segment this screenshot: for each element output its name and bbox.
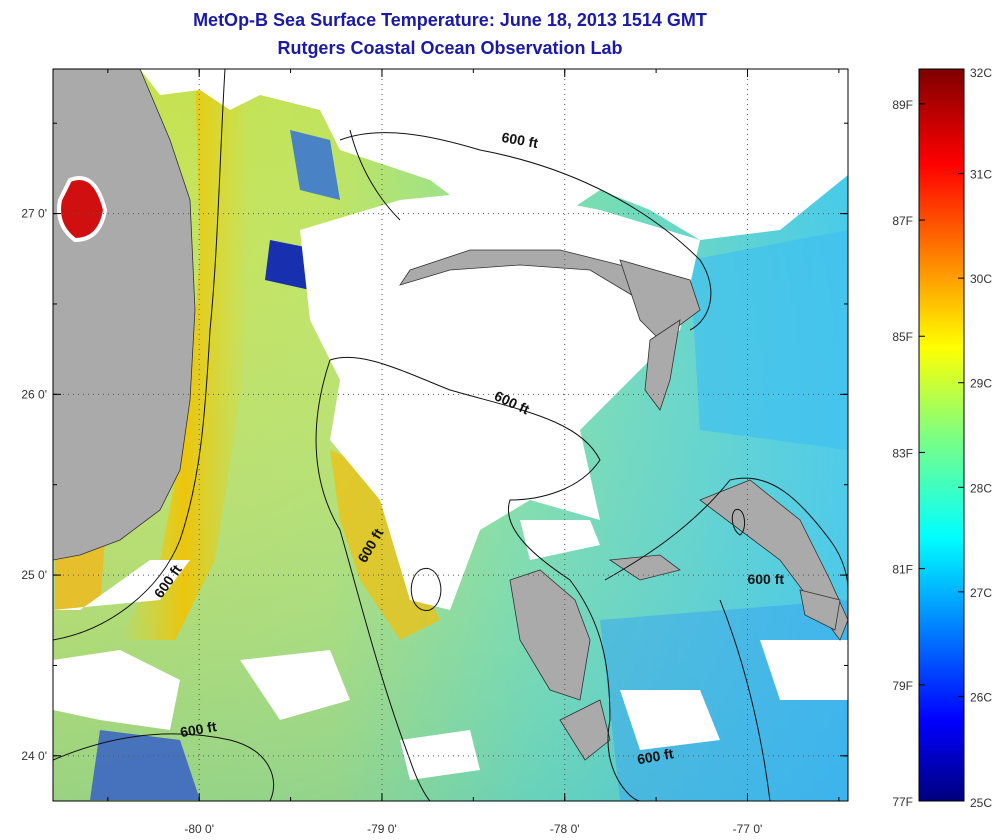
colorbar-fahrenheit-label: 79F bbox=[892, 679, 913, 693]
x-tick-label: -78 0' bbox=[550, 822, 580, 836]
x-tick-label: -80 0' bbox=[184, 822, 214, 836]
colorbar-celsius-label: 29C bbox=[970, 377, 992, 391]
colorbar-fahrenheit-label: 83F bbox=[892, 446, 913, 460]
celsius-labels: 32C 31C 30C 29C 28C 27C 26C 25C bbox=[958, 66, 992, 810]
colorbar-fahrenheit-label: 85F bbox=[892, 330, 913, 344]
colorbar-celsius-label: 28C bbox=[970, 481, 992, 495]
colorbar-fahrenheit-label: 77F bbox=[892, 795, 913, 809]
y-tick-label: 24 0' bbox=[21, 749, 47, 763]
contour-label: 600 ft bbox=[179, 718, 218, 740]
cloud-cover-north bbox=[140, 69, 848, 240]
colorbar-celsius-label: 30C bbox=[970, 272, 992, 286]
longitude-tick-labels: -80 0' -79 0' -78 0' -77 0' bbox=[184, 822, 762, 836]
colorbar-gradient bbox=[918, 68, 965, 802]
y-tick-label: 27 0' bbox=[21, 207, 47, 221]
andros-land bbox=[509, 569, 591, 701]
colorbar-fahrenheit-label: 81F bbox=[892, 563, 913, 577]
fahrenheit-labels: 89F 87F 85F 83F 81F 79F 77F bbox=[892, 98, 925, 809]
x-tick-label: -79 0' bbox=[367, 822, 397, 836]
colorbar-celsius-label: 27C bbox=[970, 586, 992, 600]
y-tick-label: 25 0' bbox=[21, 568, 47, 582]
map-frame bbox=[52, 68, 849, 802]
x-tick-label: -77 0' bbox=[733, 822, 763, 836]
colorbar-celsius-label: 26C bbox=[970, 690, 992, 704]
latitude-tick-labels: 27 0' 26 0' 25 0' 24 0' bbox=[21, 207, 47, 763]
colorbar-celsius-label: 25C bbox=[970, 796, 992, 810]
colorbar-celsius-label: 32C bbox=[970, 66, 992, 80]
contour-label: 600 ft bbox=[636, 745, 675, 767]
contour-label: 600 ft bbox=[747, 571, 784, 587]
cloud-cover-banks bbox=[300, 190, 700, 610]
map-subtitle: Rutgers Coastal Ocean Observation Lab bbox=[277, 38, 623, 58]
lake-okeechobee bbox=[57, 176, 108, 243]
colorbar-fahrenheit-label: 89F bbox=[892, 98, 913, 112]
contour-label: 600 ft bbox=[501, 129, 540, 151]
y-tick-label: 26 0' bbox=[21, 387, 47, 401]
map-title: MetOp-B Sea Surface Temperature: June 18… bbox=[193, 10, 707, 30]
graticule-grid bbox=[53, 69, 848, 801]
colorbar-fahrenheit-label: 87F bbox=[892, 214, 913, 228]
colorbar-celsius-label: 31C bbox=[970, 168, 992, 182]
